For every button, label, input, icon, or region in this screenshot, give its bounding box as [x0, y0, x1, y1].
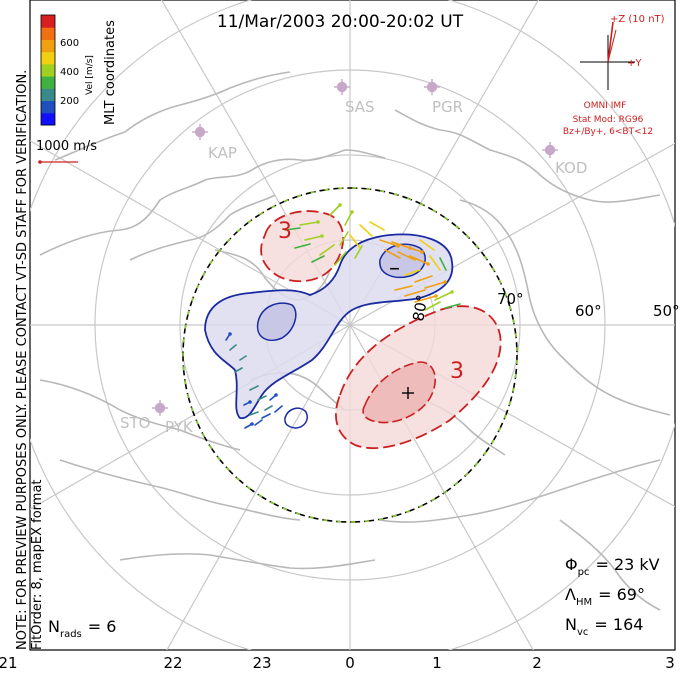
map-statistics: Φpc = 23 kV ΛHM = 69° Nvc = 164 Nrads = 6 — [48, 555, 660, 640]
mlt-tick: 23 — [252, 654, 271, 672]
contour-label: 3 — [450, 359, 464, 384]
colorbar-segment — [41, 27, 55, 40]
map-title: 11/Mar/2003 20:00-20:02 UT — [217, 12, 464, 32]
nrads-stat: Nrads = 6 — [48, 617, 116, 640]
note-text: NOTE: FOR PREVIEW PURPOSES ONLY. PLEASE … — [15, 70, 30, 650]
model-name: Stat Mod: RG96 — [573, 115, 644, 125]
colorbar-ticks: 600 400 200 — [60, 38, 79, 107]
colorbar-tick: 400 — [60, 67, 79, 78]
station-label: SAS — [345, 98, 375, 116]
lambda-hm-stat: ΛHM = 69° — [565, 585, 645, 608]
station-label: PYK — [165, 418, 194, 436]
colorbar-segment — [41, 63, 55, 77]
latitude-label: 70° — [497, 290, 524, 308]
contour-labels: 3 3 – — [278, 219, 464, 384]
coordinate-label: MLT coordinates — [103, 20, 118, 125]
positive-cell-lower — [334, 305, 502, 449]
phi-pc-stat: Φpc = 23 kV — [565, 555, 660, 578]
mlt-tick: 1 — [432, 654, 442, 672]
colorbar-segment — [41, 15, 55, 28]
colorbar-tick: 600 — [60, 38, 79, 49]
station-label: KOD — [555, 159, 587, 177]
station-label: PGR — [432, 98, 463, 116]
scale-vector: 1000 m/s — [36, 139, 97, 164]
colorbar-segment — [41, 51, 55, 65]
radar-stations — [152, 79, 558, 416]
mlt-tick: 0 — [345, 654, 355, 672]
fitorder-text: FitOrder: 8, mapEX format — [30, 479, 45, 650]
model-condition: Bz+/By+, 6<BT<12 — [563, 127, 653, 137]
station-label: STO — [120, 414, 151, 432]
station-label: KAP — [208, 144, 237, 162]
station-labels: KAP SAS PGR KOD STO PYK — [120, 98, 587, 436]
mlt-axis: 21 22 23 0 1 2 3 — [0, 654, 675, 672]
colorbar-tick: 200 — [60, 96, 79, 107]
imf-dial: +Z (10 nT) +Y OMNI IMF Stat Mod: RG96 Bz… — [563, 14, 665, 137]
colorbar-segment — [41, 88, 55, 102]
nvc-stat: Nvc = 164 — [565, 615, 643, 638]
colorbar-segment — [41, 100, 55, 114]
potential-markers — [402, 387, 414, 399]
latitude-labels: 80° 70° 60° 50° — [409, 290, 679, 323]
imf-z-label: +Z (10 nT) — [610, 14, 665, 25]
contour-label: – — [389, 256, 400, 281]
velocity-vectors — [225, 203, 461, 429]
colorbar-segment — [41, 39, 55, 53]
imf-source: OMNI IMF — [584, 101, 627, 111]
velocity-colorbar — [40, 14, 56, 126]
mlt-tick: 22 — [163, 654, 182, 672]
colorbar-segment — [41, 112, 55, 126]
mlt-tick: 3 — [665, 654, 675, 672]
latitude-label: 50° — [653, 302, 680, 320]
latitude-label: 60° — [575, 302, 602, 320]
latitude-label: 80° — [409, 293, 431, 322]
mlt-tick: 21 — [0, 654, 18, 672]
colorbar-segment — [41, 76, 55, 89]
svg-text:1000 m/s: 1000 m/s — [36, 139, 97, 154]
hmb-boundary-green — [182, 187, 518, 523]
colorbar-label: Vel [m/s] — [85, 55, 95, 95]
mlt-tick: 2 — [532, 654, 542, 672]
contour-label: 3 — [278, 219, 292, 244]
imf-y-label: +Y — [627, 58, 642, 69]
